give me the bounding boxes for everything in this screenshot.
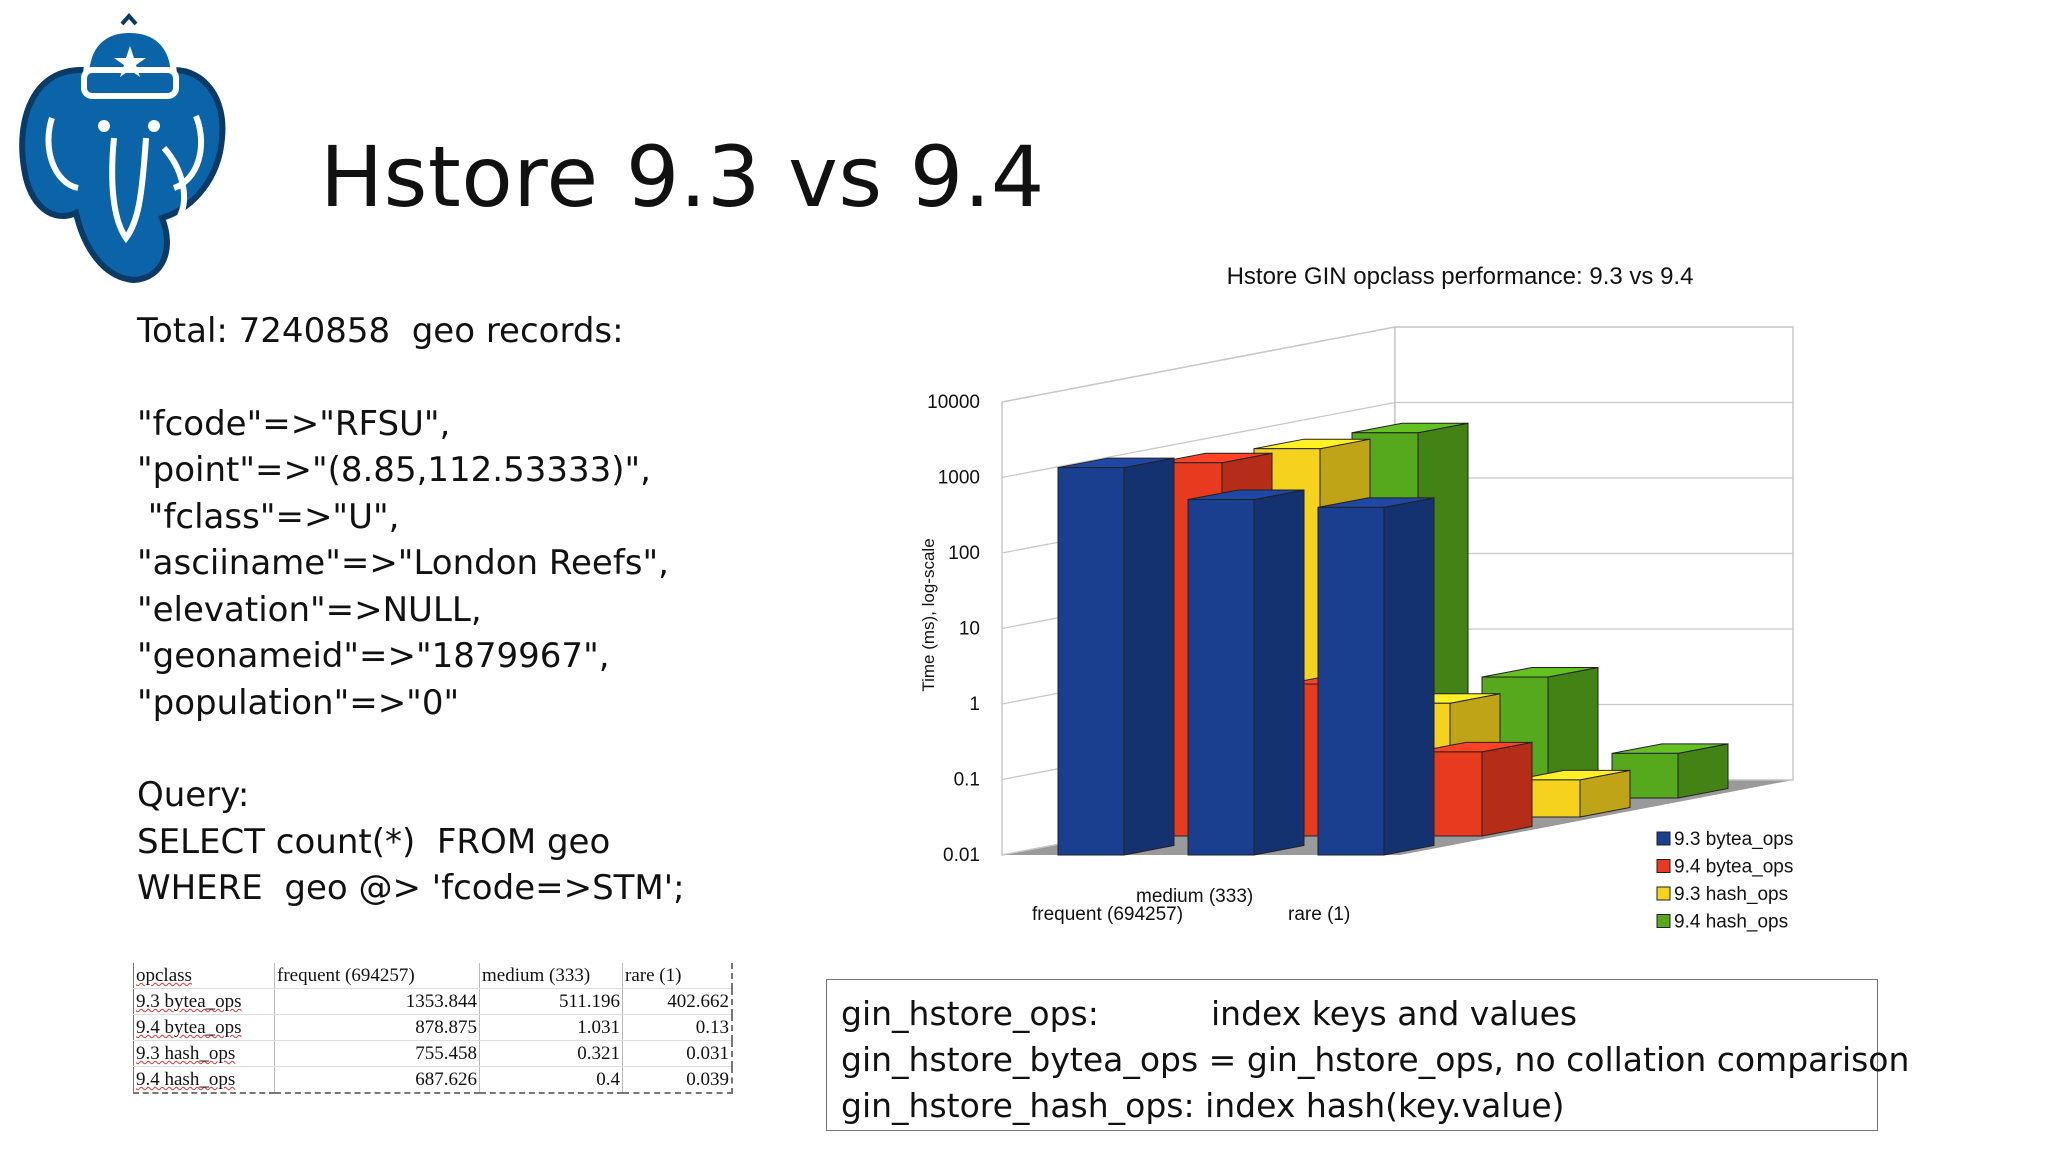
- table-cell: 878.875: [274, 1014, 480, 1041]
- table-cell: 687.626: [274, 1066, 480, 1094]
- y-tick-label: 100: [948, 543, 980, 564]
- x-category-label: frequent (694257): [1032, 904, 1183, 925]
- text-line: WHERE geo @> 'fcode=>STM';: [137, 868, 685, 908]
- chart-title: Hstore GIN opclass performance: 9.3 vs 9…: [1227, 263, 1694, 290]
- text-line: "elevation"=>NULL,: [137, 589, 482, 630]
- y-tick-label: 0.01: [943, 845, 980, 866]
- record-description: Total: 7240858 geo records: "fcode"=>"RFS…: [137, 308, 817, 912]
- legend-label: 9.4 bytea_ops: [1674, 857, 1793, 878]
- y-tick-label: 10000: [927, 392, 980, 413]
- bar-side: [1253, 489, 1305, 856]
- blank-line: [137, 355, 817, 401]
- table-cell: 9.4 hash_ops: [133, 1066, 275, 1094]
- gridline: [1001, 326, 1396, 403]
- legend-label: 9.3 hash_ops: [1674, 884, 1788, 905]
- legend-swatch: [1656, 914, 1671, 928]
- bar-side: [1123, 457, 1175, 856]
- legend-label: 9.3 bytea_ops: [1674, 829, 1793, 850]
- table-row: 9.4 hash_ops 687.626 0.4 0.039: [133, 1066, 733, 1094]
- results-table: opclass frequent (694257) medium (333) r…: [133, 963, 733, 1094]
- legend-swatch: [1656, 886, 1671, 901]
- table-cell: 0.321: [479, 1040, 623, 1067]
- info-term: gin_hstore_ops:: [841, 994, 1099, 1033]
- table-cell: 9.4 bytea_ops: [133, 1014, 275, 1041]
- slide-title: Hstore 9.3 vs 9.4: [320, 128, 1045, 226]
- table-cell: 0.4: [479, 1066, 623, 1094]
- info-line: gin_hstore_ops: index keys and values: [841, 991, 1877, 1037]
- bar: [1187, 499, 1255, 856]
- legend-swatch: [1656, 831, 1671, 846]
- table-cell: 9.3 hash_ops: [133, 1040, 275, 1067]
- bar-side: [1383, 497, 1435, 856]
- opclass-performance-chart: 10000 1000 100 10 1 0.1 0.01 Time (ms), log-sca…: [919, 263, 1794, 933]
- opclass-info-box: gin_hstore_ops: index keys and values gin…: [826, 979, 1909, 1131]
- table-cell: 0.031: [622, 1040, 733, 1067]
- table-header-row: opclass frequent (694257) medium (333) r…: [133, 963, 733, 989]
- table-row: 9.3 bytea_ops 1353.844 511.196 402.662: [133, 988, 733, 1015]
- text-line: Total: 7240858 geo records:: [137, 311, 624, 351]
- text-line: "geonameid"=>"1879967",: [137, 636, 610, 676]
- table-cell: 1.031: [479, 1014, 623, 1041]
- table-row: 9.4 bytea_ops 878.875 1.031 0.13: [133, 1014, 733, 1041]
- y-tick-label: 0.1: [954, 770, 980, 791]
- info-line: gin_hstore_hash_ops: index hash(key.valu…: [841, 1083, 1877, 1129]
- text-line: SELECT count(*) FROM geo: [137, 821, 611, 862]
- table-cell: 0.13: [622, 1014, 733, 1041]
- text-line: "point"=>"(8.85,112.53333)",: [137, 450, 651, 490]
- table-cell: 511.196: [479, 988, 623, 1015]
- y-tick-label: 1: [969, 694, 980, 715]
- x-category-label: rare (1): [1288, 904, 1350, 925]
- x-category-label: medium (333): [1136, 886, 1253, 907]
- table-header-cell: rare (1): [622, 963, 733, 989]
- bar: [1317, 506, 1385, 856]
- text-line: "asciiname"=>"London Reefs",: [137, 543, 669, 583]
- info-term: gin_hstore_bytea_ops = gin_hstore_ops, n…: [841, 1040, 1910, 1079]
- table-header-cell: frequent (694257): [274, 963, 480, 989]
- gridline: [1001, 401, 1396, 479]
- table-row: 9.3 hash_ops 755.458 0.321 0.031: [133, 1040, 733, 1067]
- legend-swatch: [1656, 859, 1671, 873]
- y-axis-label: Time (ms), log-scale: [919, 538, 938, 691]
- bar: [1057, 467, 1125, 856]
- info-desc: index keys and values: [1211, 994, 1578, 1033]
- text-line: "fclass"=>"U",: [137, 496, 400, 537]
- table-header-cell: medium (333): [479, 963, 623, 989]
- table-cell: 9.3 bytea_ops: [133, 988, 275, 1015]
- y-tick-label: 1000: [938, 468, 980, 489]
- blank-line: [137, 726, 817, 772]
- text-line: "fcode"=>"RFSU",: [137, 403, 451, 444]
- info-term: gin_hstore_hash_ops: index hash(key.valu…: [841, 1086, 1565, 1125]
- legend-label: 9.4 hash_ops: [1674, 912, 1788, 933]
- y-tick-label: 10: [959, 619, 980, 640]
- table-cell: 1353.844: [274, 988, 480, 1015]
- postgresql-elephant-icon: [19, 12, 226, 284]
- text-line: Query:: [137, 775, 250, 815]
- table-cell: 402.662: [622, 988, 733, 1015]
- info-line: gin_hstore_bytea_ops = gin_hstore_ops, n…: [841, 1037, 1909, 1083]
- bar-side: [1481, 741, 1533, 837]
- table-cell: 755.458: [274, 1040, 480, 1067]
- text-line: "population"=>"0": [137, 682, 460, 723]
- table-header-cell: opclass: [133, 963, 275, 989]
- table-cell: 0.039: [622, 1066, 733, 1094]
